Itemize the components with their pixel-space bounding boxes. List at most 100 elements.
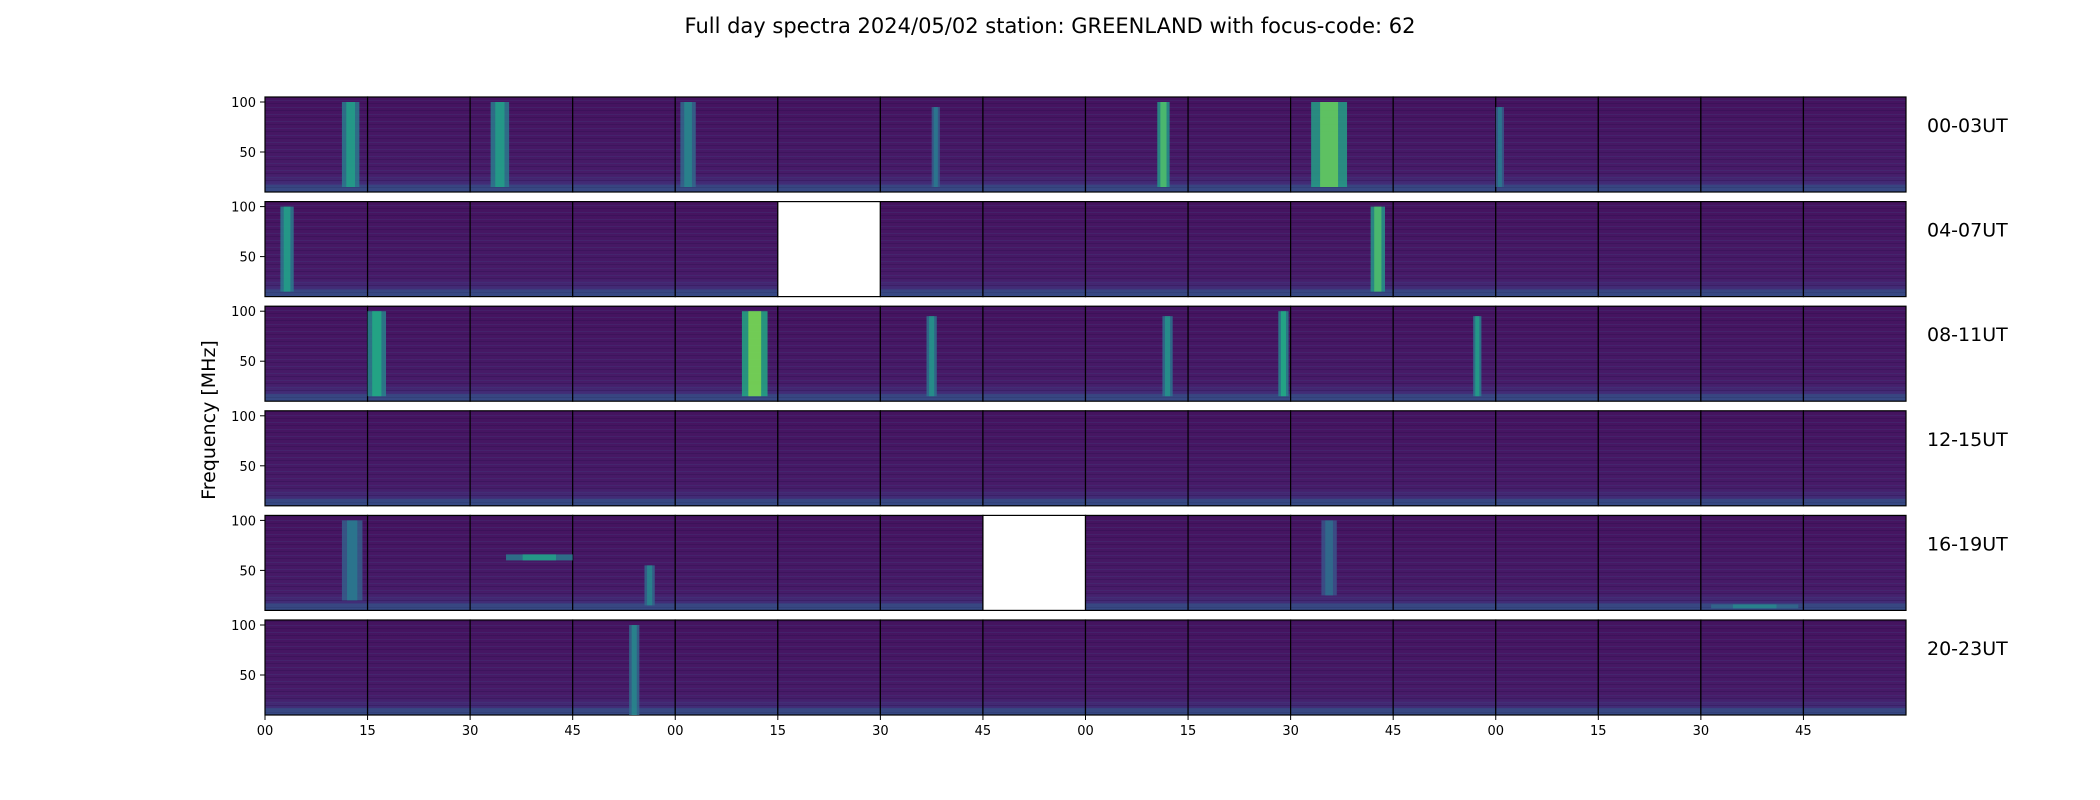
panel-frame xyxy=(1802,514,1907,612)
spectrogram-panel xyxy=(469,410,574,507)
spectrogram-panel xyxy=(1290,514,1394,612)
low-frequency-band xyxy=(1085,394,1189,402)
x-tick-label: 00 xyxy=(1487,724,1504,739)
panel-texture xyxy=(1700,620,1804,715)
low-frequency-band xyxy=(265,498,368,506)
panel-texture xyxy=(777,97,881,192)
low-frequency-band xyxy=(1188,185,1291,192)
y-tick-label: 50 xyxy=(239,564,256,579)
panel-texture xyxy=(1700,97,1804,192)
low-frequency-band xyxy=(1085,603,1189,611)
low-frequency-band xyxy=(367,185,471,192)
low-frequency-band xyxy=(1290,603,1394,611)
low-frequency-band xyxy=(1085,185,1189,192)
spectrogram-panel xyxy=(1392,201,1497,298)
spectra-panels xyxy=(264,96,1907,716)
panel-texture xyxy=(367,97,471,192)
spectrogram-panel xyxy=(1597,305,1702,402)
spectrogram-panel xyxy=(469,619,574,716)
panel-texture xyxy=(777,410,881,506)
low-frequency-band xyxy=(1598,394,1701,402)
spectrogram-panel xyxy=(982,410,1087,507)
panel-texture xyxy=(1803,410,1906,506)
row-time-label: 00-03UT xyxy=(1927,115,2008,137)
low-frequency-band xyxy=(880,289,983,297)
radio-burst xyxy=(1278,311,1289,397)
low-frequency-band xyxy=(265,603,368,611)
spectrogram-panel xyxy=(777,96,881,193)
spectrogram-panel xyxy=(879,201,984,298)
spectrogram-panel xyxy=(1495,96,1599,193)
row-time-label: 16-19UT xyxy=(1927,533,2008,555)
panel-texture xyxy=(982,306,1086,402)
x-tick-label: 00 xyxy=(667,724,684,739)
low-frequency-band xyxy=(367,603,471,611)
low-frequency-band xyxy=(1393,708,1496,715)
spectrogram-panel xyxy=(1597,619,1702,716)
panel-texture xyxy=(982,620,1086,715)
low-frequency-band xyxy=(1598,603,1701,611)
spectrogram-panel xyxy=(879,410,984,507)
low-frequency-band xyxy=(1188,498,1291,506)
low-frequency-band xyxy=(470,708,573,715)
radio-burst xyxy=(680,102,696,187)
radio-burst xyxy=(341,520,363,601)
low-frequency-band xyxy=(572,708,676,715)
spectrogram-panel xyxy=(572,514,676,612)
low-frequency-band xyxy=(1085,289,1189,297)
spectrogram-panel xyxy=(1495,410,1599,507)
low-frequency-band xyxy=(1803,603,1906,611)
panel-texture xyxy=(1598,515,1701,611)
x-tick-label: 30 xyxy=(462,724,479,739)
low-frequency-band xyxy=(1700,185,1804,192)
chart-title: Full day spectra 2024/05/02 station: GRE… xyxy=(685,14,1416,38)
spectrogram-panel xyxy=(1187,619,1292,716)
panel-texture xyxy=(1188,410,1291,506)
x-tick-label: 30 xyxy=(872,724,889,739)
x-tick-label: 30 xyxy=(1693,724,1710,739)
panel-texture xyxy=(1085,515,1189,611)
radio-burst xyxy=(1321,520,1337,596)
panel-texture xyxy=(367,410,471,506)
panel-texture xyxy=(1393,410,1496,506)
low-frequency-band xyxy=(1495,708,1599,715)
low-frequency-band xyxy=(1393,394,1496,402)
panel-texture xyxy=(1188,306,1291,402)
spectrogram-panel xyxy=(572,410,676,507)
spectrogram-panel xyxy=(366,96,471,193)
low-frequency-band xyxy=(1188,394,1291,402)
y-tick-label: 100 xyxy=(231,201,256,216)
spectrogram-panel xyxy=(366,619,471,716)
low-frequency-band xyxy=(777,603,881,611)
radio-burst xyxy=(1162,316,1173,397)
panel-frame xyxy=(1802,619,1907,716)
spectrogram-panel xyxy=(982,201,1087,298)
low-frequency-band xyxy=(1495,603,1599,611)
spectrogram-panel xyxy=(1597,201,1702,298)
panel-texture xyxy=(1598,620,1701,715)
low-frequency-band xyxy=(1290,289,1394,297)
panel-frame xyxy=(1802,305,1907,402)
low-frequency-band xyxy=(470,394,573,402)
low-frequency-band xyxy=(265,289,368,297)
panel-texture xyxy=(572,620,676,715)
spectrogram-panel xyxy=(366,410,471,507)
x-tick-label: 15 xyxy=(770,724,787,739)
x-tick-label: 00 xyxy=(1077,724,1094,739)
low-frequency-band xyxy=(982,498,1086,506)
spectrogram-panel xyxy=(264,410,369,507)
spectrogram-panel xyxy=(469,96,574,193)
spectrogram-panel xyxy=(1700,514,1805,612)
low-frequency-band xyxy=(572,289,676,297)
missing-panel xyxy=(982,514,1087,612)
spectrogram-panel xyxy=(366,201,471,298)
spectrogram-panel xyxy=(1700,305,1805,402)
spectrogram-panel xyxy=(572,305,676,402)
x-tick-label: 15 xyxy=(1180,724,1197,739)
spectrogram-panel xyxy=(1700,96,1805,193)
y-tick-label: 100 xyxy=(231,96,256,111)
panel-background xyxy=(777,201,881,297)
low-frequency-band xyxy=(777,498,881,506)
radio-burst xyxy=(1711,604,1799,609)
spectrogram-panel xyxy=(1187,201,1292,298)
